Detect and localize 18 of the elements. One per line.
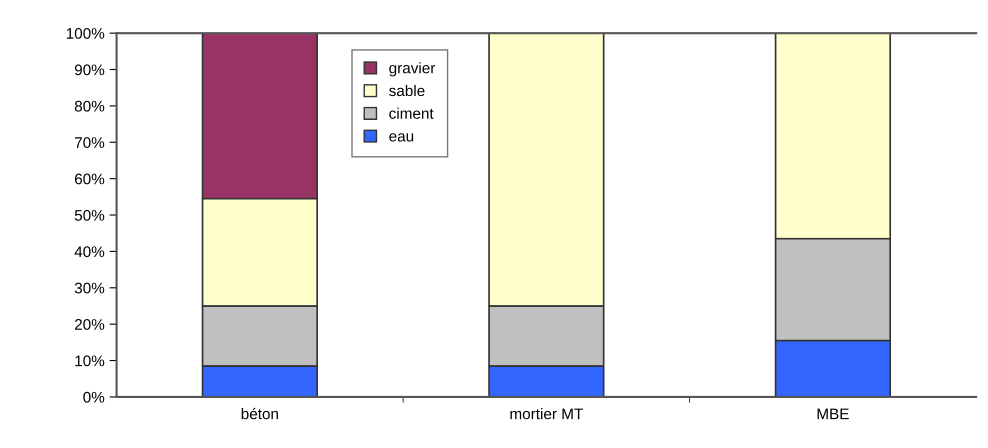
legend-label: sable bbox=[389, 84, 425, 96]
x-tick-label: béton bbox=[242, 408, 278, 420]
y-tick-label: 60% bbox=[74, 174, 104, 184]
y-tick-label: 70% bbox=[74, 137, 104, 148]
legend-label: ciment bbox=[389, 108, 434, 119]
y-tick-label: 80% bbox=[74, 100, 104, 112]
y-tick-label: 0% bbox=[83, 392, 104, 403]
legend-label: gravier bbox=[389, 62, 436, 76]
y-tick-label: 40% bbox=[74, 246, 104, 258]
y-tick-label: 30% bbox=[74, 282, 104, 294]
legend-label: eau bbox=[389, 133, 414, 142]
x-tick-label: mortier MT bbox=[510, 408, 583, 420]
y-tick-label: 10% bbox=[75, 355, 104, 366]
y-tick-label: 90% bbox=[74, 64, 104, 76]
x-tick-label: MBE bbox=[818, 408, 849, 420]
y-tick-label: 50% bbox=[74, 210, 104, 221]
y-tick-label: 100% bbox=[66, 28, 104, 39]
y-tick-label: 20% bbox=[74, 319, 104, 330]
